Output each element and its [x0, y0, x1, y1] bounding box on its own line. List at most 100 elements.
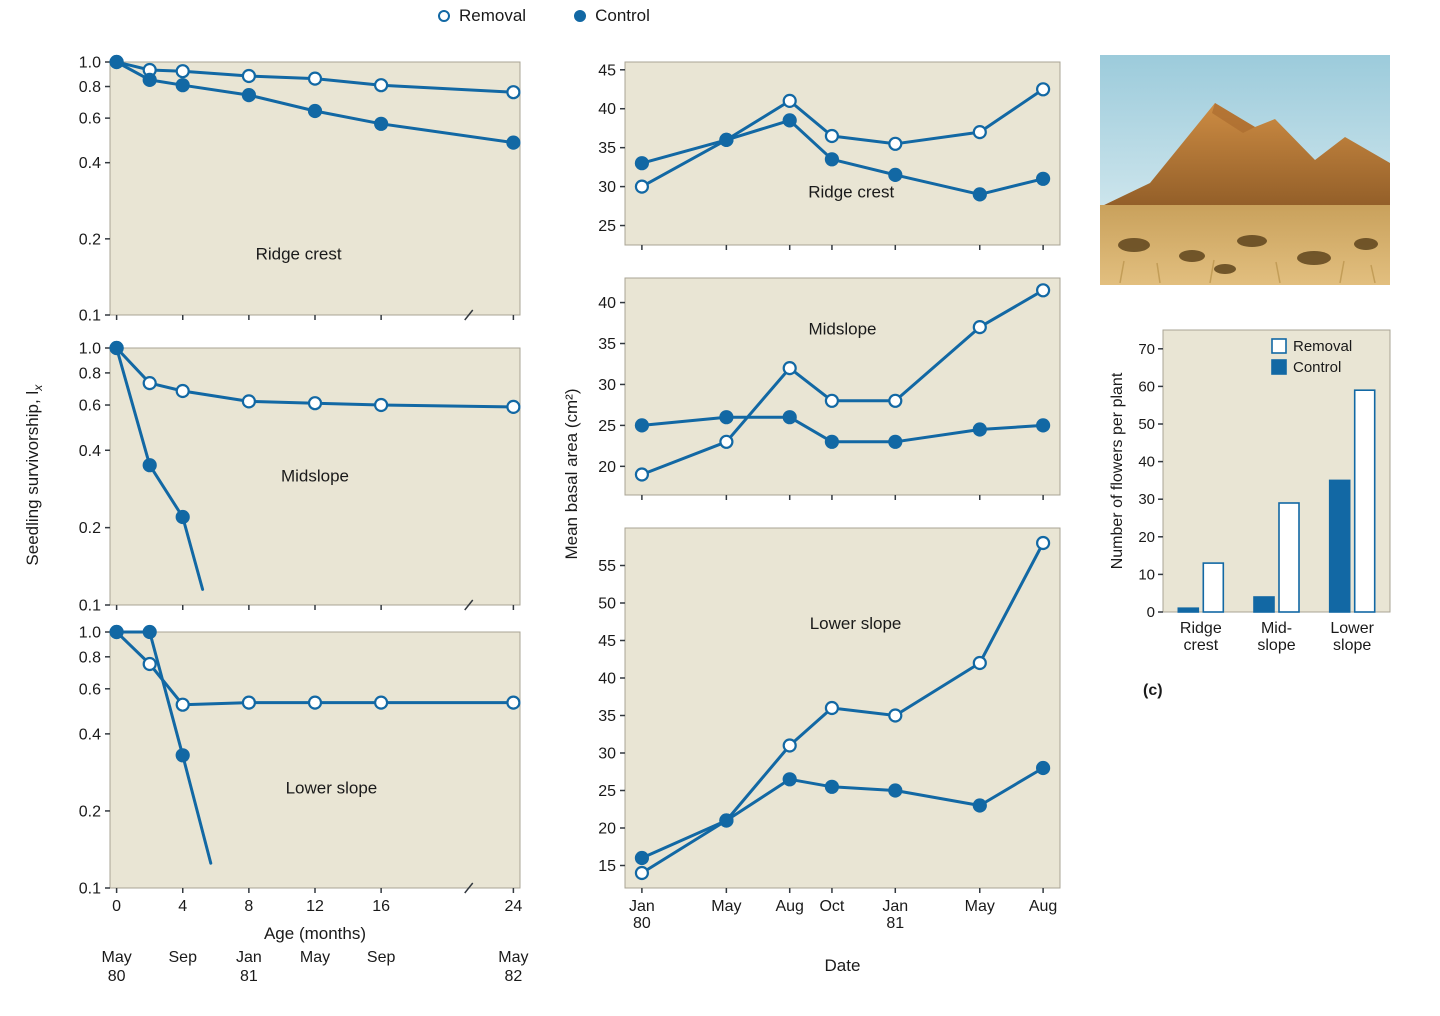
- svg-text:16: 16: [372, 898, 390, 915]
- date-axis-label: Date: [824, 956, 861, 975]
- svg-text:Mid-slope: Mid-slope: [1257, 620, 1295, 654]
- figure-legend: Removal Control: [438, 6, 650, 26]
- svg-text:0.8: 0.8: [79, 649, 101, 666]
- svg-text:Aug: Aug: [1029, 898, 1057, 915]
- svg-text:0.1: 0.1: [79, 598, 101, 615]
- svg-text:0.2: 0.2: [79, 803, 101, 820]
- chart-basal-area-ridge-crest: 25 30 35 40 45 Ridge crest: [575, 54, 1070, 253]
- svg-text:30: 30: [598, 179, 616, 196]
- legend-removal-label: Removal: [459, 6, 527, 25]
- svg-text:40: 40: [598, 295, 616, 312]
- svg-text:0.2: 0.2: [79, 520, 101, 537]
- svg-text:0.6: 0.6: [79, 681, 101, 698]
- chart-survivorship-ridge-crest: 1.0 0.8 0.6 0.4 0.2 0.1 Ridge crest: [46, 54, 530, 325]
- legend-removal: Removal: [438, 6, 526, 26]
- svg-text:8: 8: [244, 898, 253, 915]
- open-circle-icon: [438, 10, 450, 22]
- svg-text:45: 45: [598, 62, 616, 79]
- photo-grass-blades: [1119, 259, 1376, 284]
- date-axis-row: May 80 Sep Jan 81 May Sep May 82: [101, 948, 528, 992]
- svg-text:55: 55: [598, 558, 616, 575]
- chart-basal-area-midslope: 20 25 30 35 40 Midslope: [575, 270, 1070, 503]
- svg-text:0: 0: [112, 898, 121, 915]
- svg-text:May: May: [965, 898, 995, 915]
- svg-text:35: 35: [598, 140, 616, 157]
- svg-text:30: 30: [598, 746, 616, 763]
- chart-basal-area-lower-slope: 15 20 25 30 35 40 45 50 55 Jan 80 May Aug Oct Jan 81 May…: [575, 520, 1070, 940]
- filled-circle-icon: [574, 10, 587, 22]
- date-tick-label: May 80: [101, 949, 132, 985]
- age-axis-label: Age (months): [263, 924, 367, 943]
- svg-text:0.4: 0.4: [79, 155, 101, 172]
- svg-text:Aug: Aug: [775, 898, 803, 915]
- chart-survivorship-lower-slope: 1.0 0.8 0.6 0.4 0.2 0.1 0 4 8 12 16 24 Lower slope: [46, 624, 530, 926]
- svg-text:0.6: 0.6: [79, 111, 101, 128]
- svg-text:0.1: 0.1: [79, 881, 101, 898]
- svg-text:Lower slope: Lower slope: [286, 778, 378, 797]
- svg-text:Midslope: Midslope: [281, 467, 349, 486]
- left-y-axis-label: Seedling survivorship, lx: [23, 275, 45, 675]
- chart-survivorship-midslope: 1.0 0.8 0.6 0.4 0.2 0.1 Midslope: [46, 340, 530, 615]
- svg-text:Ridge crest: Ridge crest: [256, 244, 342, 263]
- svg-text:20: 20: [1138, 529, 1155, 546]
- svg-text:40: 40: [598, 671, 616, 688]
- svg-text:1.0: 1.0: [79, 55, 101, 72]
- svg-text:Control: Control: [1293, 359, 1341, 376]
- svg-text:0.4: 0.4: [79, 726, 101, 743]
- svg-text:May: May: [711, 898, 741, 915]
- svg-text:20: 20: [598, 821, 616, 838]
- svg-text:20: 20: [598, 459, 616, 476]
- svg-text:Oct: Oct: [819, 898, 844, 915]
- svg-text:4: 4: [178, 898, 187, 915]
- left-y-axis-label-sub: x: [31, 384, 46, 391]
- svg-text:30: 30: [1138, 491, 1155, 508]
- svg-text:0.8: 0.8: [79, 79, 101, 96]
- landscape-photo: [1100, 55, 1390, 285]
- left-y-axis-label-text: Seedling survivorship, l: [22, 390, 42, 566]
- panel-c-caption: (c): [1143, 682, 1163, 699]
- svg-text:0.6: 0.6: [79, 398, 101, 415]
- svg-text:50: 50: [598, 596, 616, 613]
- svg-text:25: 25: [598, 418, 616, 435]
- svg-text:1.0: 1.0: [79, 625, 101, 642]
- svg-text:25: 25: [598, 218, 616, 235]
- svg-text:Lower slope: Lower slope: [810, 614, 902, 633]
- svg-text:10: 10: [1138, 566, 1155, 583]
- svg-text:0.8: 0.8: [79, 365, 101, 382]
- svg-text:50: 50: [1138, 416, 1155, 433]
- date-tick-label: May 82: [498, 949, 529, 985]
- legend-control-label: Control: [595, 6, 650, 25]
- photo-mountain-shading: [1212, 103, 1255, 133]
- svg-text:30: 30: [598, 377, 616, 394]
- chart-flowers-per-plant: 0 10 20 30 40 50 60 70 Ridge crest Mid-slope Lower s…: [1121, 322, 1400, 660]
- svg-text:1.0: 1.0: [79, 341, 101, 358]
- svg-text:0.1: 0.1: [79, 308, 101, 325]
- date-tick-label: Sep: [366, 949, 396, 966]
- svg-text:Removal: Removal: [1293, 338, 1352, 355]
- svg-text:24: 24: [504, 898, 522, 915]
- svg-text:35: 35: [598, 708, 616, 725]
- svg-text:0.4: 0.4: [79, 443, 101, 460]
- svg-text:45: 45: [598, 633, 616, 650]
- svg-text:40: 40: [1138, 454, 1155, 471]
- svg-text:60: 60: [1138, 378, 1155, 395]
- date-tick-label: May: [299, 949, 331, 966]
- svg-text:Ridge crest: Ridge crest: [808, 182, 894, 201]
- svg-text:0: 0: [1147, 604, 1155, 621]
- svg-text:35: 35: [598, 336, 616, 353]
- svg-text:70: 70: [1138, 341, 1155, 358]
- svg-text:15: 15: [598, 858, 616, 875]
- legend-control: Control: [574, 6, 650, 26]
- svg-text:0.2: 0.2: [79, 231, 101, 248]
- svg-text:Midslope: Midslope: [808, 319, 876, 338]
- svg-text:40: 40: [598, 101, 616, 118]
- date-tick-label: Sep: [168, 949, 197, 966]
- date-tick-label: Jan 81: [235, 949, 262, 985]
- svg-text:25: 25: [598, 783, 616, 800]
- photo-mountain: [1100, 103, 1390, 217]
